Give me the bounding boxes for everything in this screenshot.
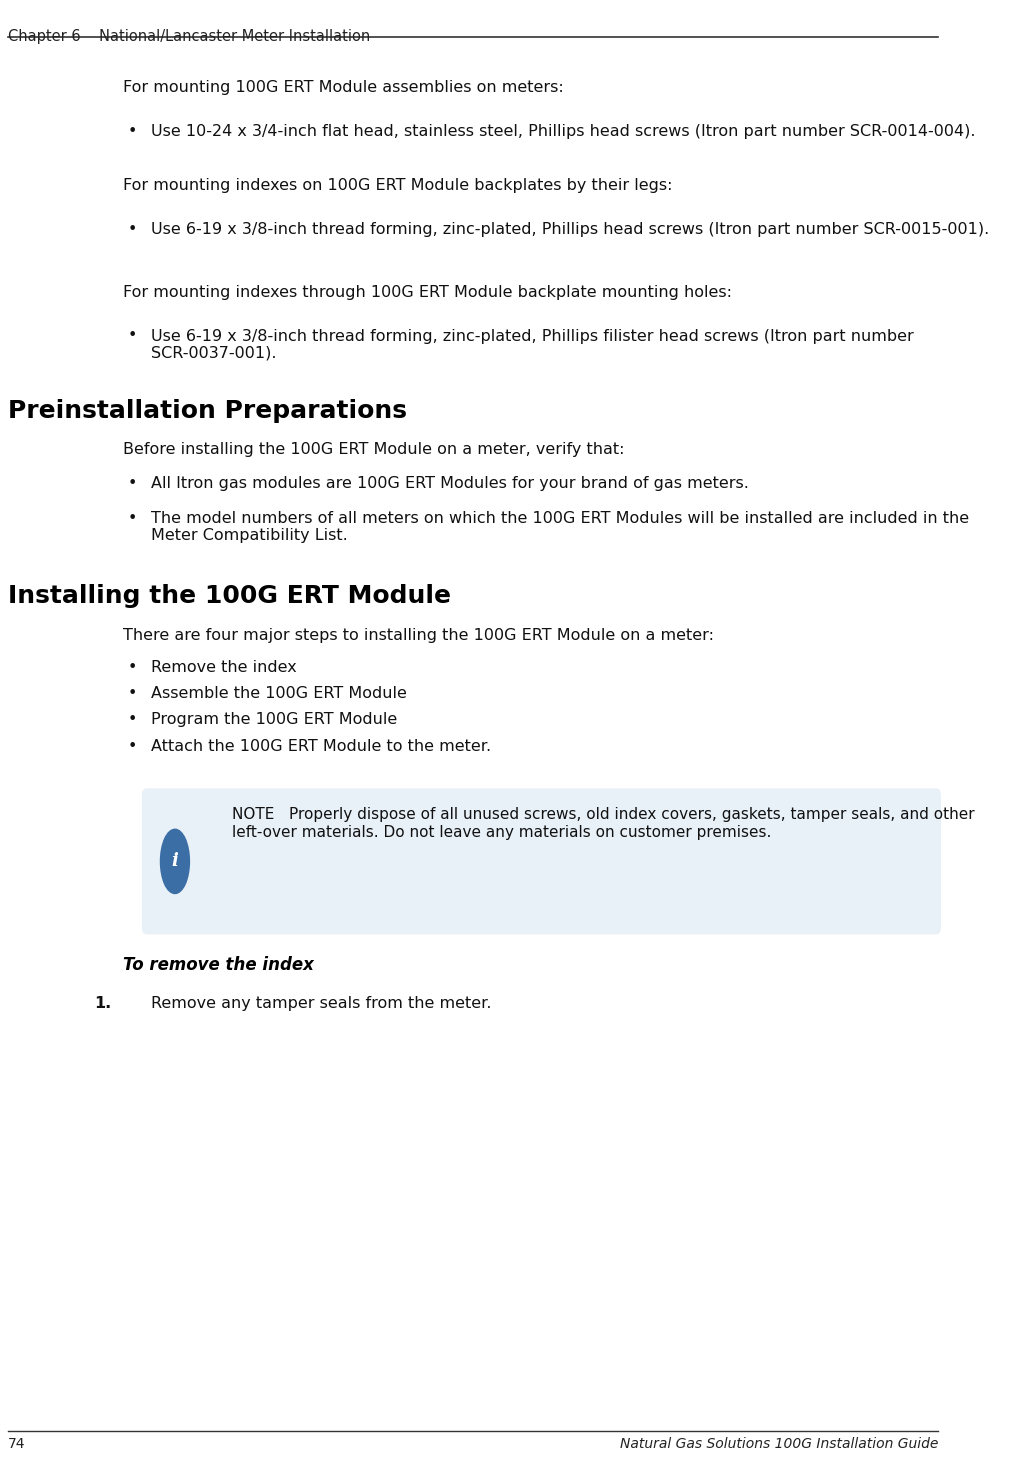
Text: Assemble the 100G ERT Module: Assemble the 100G ERT Module: [151, 686, 407, 701]
Text: Program the 100G ERT Module: Program the 100G ERT Module: [151, 712, 398, 727]
Text: The model numbers of all meters on which the 100G ERT Modules will be installed : The model numbers of all meters on which…: [151, 511, 969, 543]
Text: 74: 74: [7, 1437, 25, 1451]
Text: •: •: [128, 686, 137, 701]
Text: Remove the index: Remove the index: [151, 660, 297, 675]
Text: •: •: [128, 222, 137, 237]
Text: To remove the index: To remove the index: [123, 956, 314, 974]
Text: NOTE   Properly dispose of all unused screws, old index covers, gaskets, tamper : NOTE Properly dispose of all unused scre…: [231, 807, 974, 840]
Text: Attach the 100G ERT Module to the meter.: Attach the 100G ERT Module to the meter.: [151, 739, 491, 753]
Text: Use 10-24 x 3/4-inch flat head, stainless steel, Phillips head screws (Itron par: Use 10-24 x 3/4-inch flat head, stainles…: [151, 124, 975, 139]
Text: There are four major steps to installing the 100G ERT Module on a meter:: There are four major steps to installing…: [123, 628, 714, 642]
Text: •: •: [128, 712, 137, 727]
Text: •: •: [128, 511, 137, 526]
Text: Remove any tamper seals from the meter.: Remove any tamper seals from the meter.: [151, 996, 492, 1010]
Text: •: •: [128, 328, 137, 343]
FancyBboxPatch shape: [142, 788, 941, 934]
Text: Before installing the 100G ERT Module on a meter, verify that:: Before installing the 100G ERT Module on…: [123, 442, 624, 457]
Text: •: •: [128, 476, 137, 491]
Text: •: •: [128, 739, 137, 753]
Text: 1.: 1.: [94, 996, 112, 1010]
Text: For mounting indexes through 100G ERT Module backplate mounting holes:: For mounting indexes through 100G ERT Mo…: [123, 285, 732, 299]
Text: •: •: [128, 660, 137, 675]
Text: For mounting 100G ERT Module assemblies on meters:: For mounting 100G ERT Module assemblies …: [123, 80, 563, 95]
Ellipse shape: [160, 829, 190, 894]
Text: Preinstallation Preparations: Preinstallation Preparations: [7, 399, 407, 422]
Text: Chapter 6    National/Lancaster Meter Installation: Chapter 6 National/Lancaster Meter Insta…: [7, 29, 369, 44]
Text: i: i: [172, 853, 179, 870]
Text: Installing the 100G ERT Module: Installing the 100G ERT Module: [7, 584, 451, 607]
Text: •: •: [128, 124, 137, 139]
Text: Natural Gas Solutions 100G Installation Guide: Natural Gas Solutions 100G Installation …: [620, 1437, 938, 1451]
Text: For mounting indexes on 100G ERT Module backplates by their legs:: For mounting indexes on 100G ERT Module …: [123, 178, 672, 193]
Text: All Itron gas modules are 100G ERT Modules for your brand of gas meters.: All Itron gas modules are 100G ERT Modul…: [151, 476, 749, 491]
Text: Use 6-19 x 3/8-inch thread forming, zinc-plated, Phillips filister head screws (: Use 6-19 x 3/8-inch thread forming, zinc…: [151, 328, 915, 361]
Text: Use 6-19 x 3/8-inch thread forming, zinc-plated, Phillips head screws (Itron par: Use 6-19 x 3/8-inch thread forming, zinc…: [151, 222, 990, 237]
